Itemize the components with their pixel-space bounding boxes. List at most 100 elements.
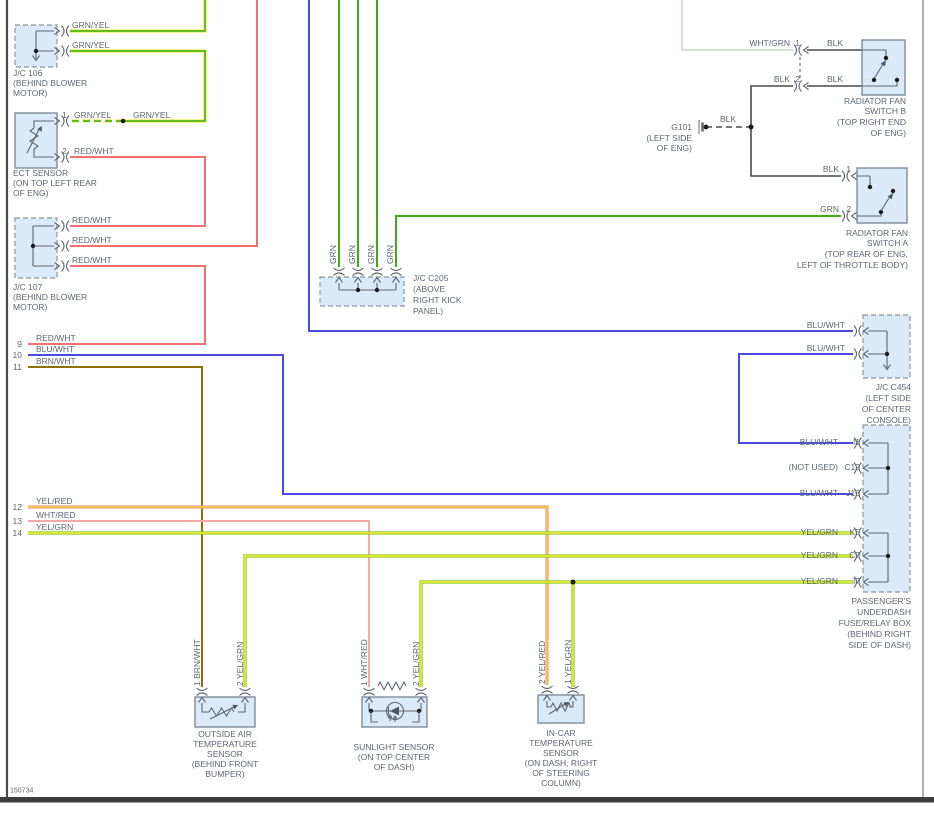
component-ect-sensor: 1 GRN/YEL GRN/YEL 2 RED/WHT ECT SENSOR (… bbox=[13, 110, 171, 198]
wire-number: 9 bbox=[17, 339, 22, 349]
component-location: (TOP RIGHT END bbox=[837, 117, 906, 127]
component-location: CONSOLE) bbox=[867, 415, 912, 425]
pin-id: I7 bbox=[853, 576, 860, 586]
frame-bottom-bar bbox=[0, 797, 934, 803]
component-location: OF ENG) bbox=[871, 128, 907, 138]
component-name: TEMPERATURE bbox=[193, 739, 257, 749]
component-fusebox: BLU/WHT I1 (NOT USED) C12 BLU/WHT J13 YE… bbox=[789, 424, 912, 650]
component-location: (ON DASH, RIGHT bbox=[525, 758, 598, 768]
component-outside-air-sensor: 1 BRN/WHT 2 YEL/GRN OUTSIDE AIR TEMPERAT… bbox=[192, 639, 259, 779]
component-location: (ABOVE bbox=[413, 284, 445, 294]
pin-number: 1 bbox=[62, 110, 67, 120]
component-location: (BEHIND BLOWER bbox=[13, 292, 87, 302]
wire-label-vertical: GRN bbox=[328, 245, 338, 264]
component-name: J/C 106 bbox=[13, 68, 43, 78]
wire-label: YEL/GRN bbox=[801, 576, 838, 586]
splice-dot-g101 bbox=[748, 124, 754, 130]
wire-label: BLK bbox=[827, 74, 843, 84]
component-name: G101 bbox=[671, 122, 692, 132]
wire-yel-grn-i7 bbox=[419, 580, 855, 689]
component-jc107: RED/WHT RED/WHT RED/WHT J/C 107 (BEHIND … bbox=[13, 215, 112, 312]
left-wire-rows: 9 RED/WHT 10 BLU/WHT 11 BRN/WHT 12 YEL/R… bbox=[13, 333, 76, 538]
component-name: PASSENGER'S bbox=[851, 596, 911, 606]
wire-label: RED/WHT bbox=[72, 235, 112, 245]
wire-wht-grn-switch-b bbox=[681, 0, 793, 51]
component-location: OF DASH) bbox=[374, 762, 415, 772]
component-location: (BEHIND FRONT bbox=[192, 759, 259, 769]
component-sunlight-sensor: 1 WHT/RED 2 YEL/GRN SUNLIGHT SENSOR (ON … bbox=[353, 639, 434, 772]
footer-code: 150734 bbox=[10, 788, 33, 795]
component-location: PANEL) bbox=[413, 306, 443, 316]
pin-label-vertical: 1 YEL/GRN bbox=[563, 640, 573, 684]
pin-id: K5 bbox=[850, 527, 861, 537]
wire-label: BLU/WHT bbox=[807, 320, 845, 330]
wire-label: BLK bbox=[774, 74, 790, 84]
wire-label: GRN/YEL bbox=[72, 20, 110, 30]
component-location: (ON TOP LEFT REAR bbox=[13, 178, 97, 188]
component-location: (BEHIND RIGHT bbox=[847, 629, 911, 639]
wire-label: BLK bbox=[823, 164, 839, 174]
component-name: J/C 107 bbox=[13, 282, 43, 292]
wire-number: 12 bbox=[13, 502, 23, 512]
component-location: OF ENG) bbox=[657, 143, 693, 153]
wire-red-wht-jc107-top bbox=[70, 0, 258, 247]
wire-label: RED/WHT bbox=[36, 333, 76, 343]
component-name: SENSOR bbox=[207, 749, 243, 759]
component-name: ECT SENSOR bbox=[13, 168, 68, 178]
component-jc205: GRN GRN GRN GRN J/C C205 (ABOVE RIGHT KI… bbox=[319, 245, 462, 316]
pin-label-vertical: 2 YEL/GRN bbox=[411, 642, 421, 686]
wire-red-wht-ect-jc107 bbox=[70, 156, 206, 227]
wire-label: BLK bbox=[720, 114, 736, 124]
wire-label: WHT/GRN bbox=[749, 38, 790, 48]
pin-id: J13 bbox=[846, 488, 860, 498]
wire-brn-wht-row11 bbox=[28, 366, 203, 687]
pin-label-vertical: 2 YEL/GRN bbox=[235, 642, 245, 686]
component-name: OUTSIDE AIR bbox=[198, 729, 252, 739]
pin-label-vertical: 1 WHT/RED bbox=[359, 639, 369, 686]
wire-label: BLU/WHT bbox=[800, 488, 838, 498]
component-jc454: BLU/WHT BLU/WHT J/C C454 (LEFT SIDE OF C… bbox=[807, 314, 912, 425]
wire-label: WHT/RED bbox=[36, 510, 76, 520]
wire-yel-grn-c7 bbox=[243, 554, 855, 689]
component-name: RADIATOR FAN bbox=[844, 96, 906, 106]
wire-label: YEL/GRN bbox=[801, 550, 838, 560]
wire-label: (NOT USED) bbox=[789, 462, 839, 472]
component-name: J/C C454 bbox=[876, 382, 912, 392]
wire-label-vertical: GRN bbox=[366, 245, 376, 264]
pin-number: 1 bbox=[846, 164, 851, 174]
pin-number: 2 bbox=[846, 204, 851, 214]
component-name: SUNLIGHT SENSOR bbox=[353, 742, 434, 752]
wire-label: BLU/WHT bbox=[807, 343, 845, 353]
pin-id: C12 bbox=[844, 462, 860, 472]
wire-blk-ground-run bbox=[750, 85, 841, 177]
wire-label: GRN/YEL bbox=[133, 110, 171, 120]
wire-number: 11 bbox=[13, 362, 22, 372]
component-location: (BEHIND BLOWER bbox=[13, 78, 87, 88]
component-location: SIDE OF DASH) bbox=[848, 640, 911, 650]
wires bbox=[26, 0, 862, 689]
wire-number: 14 bbox=[13, 528, 23, 538]
wire-label: RED/WHT bbox=[72, 215, 112, 225]
wire-label-vertical: GRN bbox=[385, 245, 395, 264]
component-location: OF CENTER bbox=[862, 404, 911, 414]
wire-red-wht-jc107-row9 bbox=[28, 265, 206, 345]
wire-label: GRN/YEL bbox=[72, 40, 110, 50]
component-name: SENSOR bbox=[543, 748, 579, 758]
wire-number: 13 bbox=[13, 516, 23, 526]
wire-label: YEL/RED bbox=[36, 496, 72, 506]
component-name: UNDERDASH bbox=[857, 607, 911, 617]
component-location: (LEFT SIDE bbox=[646, 133, 692, 143]
wire-label: BLU/WHT bbox=[36, 344, 74, 354]
pin-number: 2 bbox=[62, 146, 67, 156]
wire-wht-red-row13 bbox=[28, 520, 370, 687]
wire-label: BLU/WHT bbox=[800, 437, 838, 447]
component-location: MOTOR) bbox=[13, 302, 47, 312]
wire-label: YEL/GRN bbox=[801, 527, 838, 537]
wire-number: 10 bbox=[13, 350, 23, 360]
component-name: FUSE/RELAY BOX bbox=[839, 618, 912, 628]
component-name: IN-CAR bbox=[546, 728, 575, 738]
wire-label: BLK bbox=[827, 38, 843, 48]
wire-label: RED/WHT bbox=[72, 255, 112, 265]
